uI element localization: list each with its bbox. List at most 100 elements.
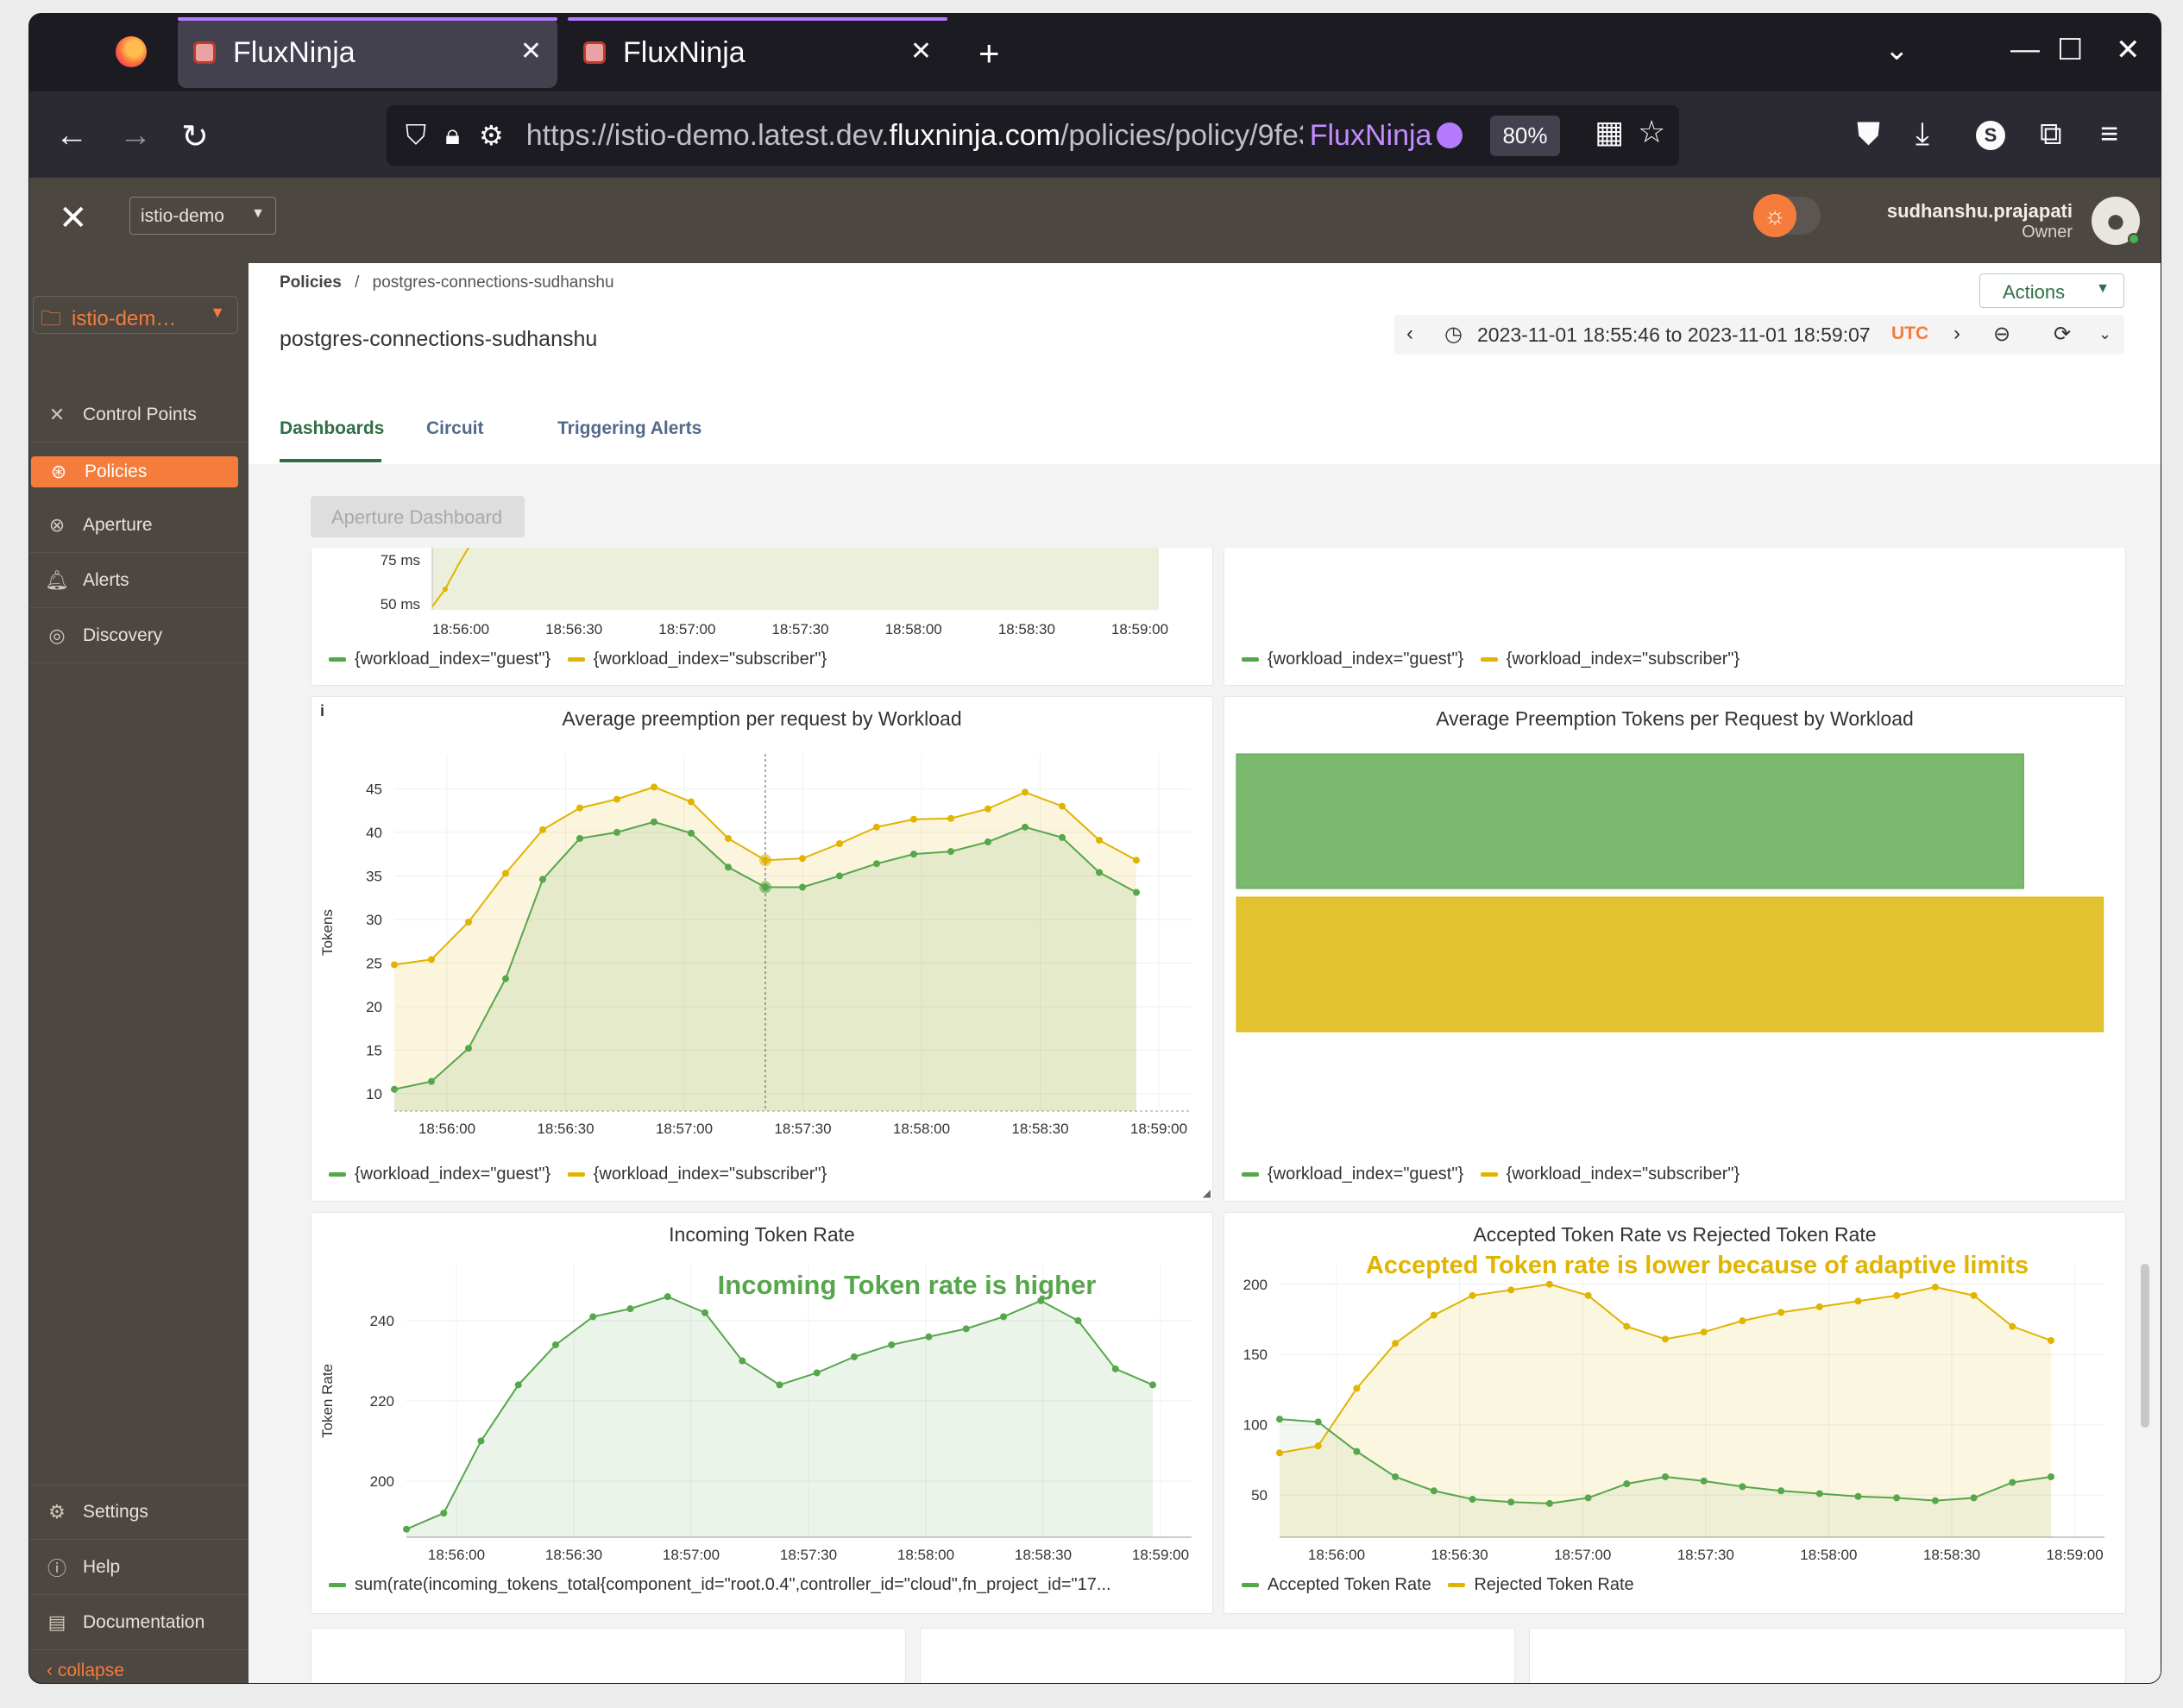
forward-icon[interactable]: → xyxy=(119,117,152,154)
x-tick-label: 18:56:00 xyxy=(432,621,489,637)
qr-code-icon[interactable]: ▦ xyxy=(1595,114,1625,149)
list-tabs-chevron-icon[interactable]: ⌄ xyxy=(1884,34,1909,66)
chevron-down-icon[interactable]: ⌄ xyxy=(1857,325,1871,342)
zoom-out-icon[interactable]: ⊖ xyxy=(1993,323,2011,346)
data-point xyxy=(539,826,546,833)
scrollbar[interactable] xyxy=(2141,1264,2149,1428)
legend-item[interactable]: Accepted Token Rate xyxy=(1268,1575,1431,1594)
tab-dashboards[interactable]: Dashboards xyxy=(280,418,385,438)
profile-icon[interactable]: S xyxy=(1976,121,2005,150)
resize-handle-icon[interactable]: ◢ xyxy=(1202,1187,1211,1199)
data-point xyxy=(1854,1492,1862,1500)
chart-legend: {workload_index="guest"} {workload_index… xyxy=(329,1165,827,1184)
browser-tab-1[interactable]: FluxNinja ✕ xyxy=(178,17,557,88)
close-tab-icon[interactable]: ✕ xyxy=(519,37,542,66)
site-badge[interactable]: FluxNinja xyxy=(1309,118,1432,152)
lock-icon[interactable]: 🔒︎ xyxy=(445,119,461,150)
back-icon[interactable]: ← xyxy=(55,117,88,154)
data-point xyxy=(651,818,657,826)
permissions-icon[interactable]: ⚙ xyxy=(479,120,504,151)
bookmark-star-icon[interactable]: ☆ xyxy=(1638,114,1666,149)
sidebar-item-documentation[interactable]: ▤ Documentation xyxy=(29,1595,248,1650)
legend-item[interactable]: {workload_index="guest"} xyxy=(1268,1165,1464,1184)
sidebar-item-control-points[interactable]: ✕ Control Points xyxy=(29,387,248,443)
actions-button[interactable]: Actions ▼ xyxy=(1979,273,2124,308)
data-point xyxy=(1469,1496,1476,1504)
new-tab-icon[interactable]: + xyxy=(978,33,1000,73)
chart-incoming-token-rate[interactable]: 200 220 240 18:56:00 18:56:30 18:57:00 18:57:3… xyxy=(311,1213,1214,1567)
time-range-text[interactable]: 2023-11-01 18:55:46 to 2023-11-01 18:59:… xyxy=(1477,323,1871,346)
legend-item[interactable]: {workload_index="guest"} xyxy=(355,650,551,669)
avatar[interactable]: ● xyxy=(2092,197,2140,245)
legend-item[interactable]: Rejected Token Rate xyxy=(1474,1575,1634,1594)
sidebar-item-alerts[interactable]: 🔔︎ Alerts xyxy=(29,553,248,608)
data-point xyxy=(576,834,583,842)
legend-item[interactable]: {workload_index="subscriber"} xyxy=(593,1165,827,1184)
timezone-label[interactable]: UTC xyxy=(1891,323,1929,343)
chart-avg-preemption[interactable]: 10 15 20 25 30 35 40 45 18:56:00 18:56:30 18:57:00… xyxy=(311,697,1214,1146)
pocket-icon[interactable]: ⛊ xyxy=(1857,116,1881,151)
minimize-icon[interactable]: — xyxy=(2010,33,2040,66)
close-window-icon[interactable]: ✕ xyxy=(2116,34,2141,66)
data-point xyxy=(613,828,620,836)
data-point xyxy=(701,1309,708,1316)
sidebar-item-help[interactable]: ⓘ Help xyxy=(29,1540,248,1595)
tab-strip: FluxNinja ✕ FluxNinja ✕ + ⌄ — ☐ ✕ xyxy=(29,14,2161,91)
sidebar-item-settings[interactable]: ⚙ Settings xyxy=(29,1485,248,1540)
close-icon[interactable]: ✕ xyxy=(59,199,88,237)
reload-icon[interactable]: ↻ xyxy=(181,119,209,155)
org-select[interactable]: istio-demo ▼ xyxy=(129,197,276,235)
data-point xyxy=(465,918,472,926)
url-text[interactable]: https://istio-demo.latest.dev.fluxninja.… xyxy=(525,118,1303,152)
sidebar-item-discovery[interactable]: ◎ Discovery xyxy=(29,608,248,663)
collapse-sidebar-button[interactable]: ‹ collapse xyxy=(47,1661,124,1681)
data-point xyxy=(1000,1313,1007,1321)
panel-accepted-vs-rejected: Accepted Token Rate vs Rejected Token Ra… xyxy=(1224,1212,2126,1614)
chart-avg-preemption-tokens[interactable] xyxy=(1224,697,2127,1146)
sidebar-item-policies[interactable]: ⊛ Policies xyxy=(31,456,238,487)
breadcrumb-policies-link[interactable]: Policies xyxy=(280,273,342,292)
sidebar-item-label: Discovery xyxy=(83,625,163,645)
legend-item[interactable]: {workload_index="guest"} xyxy=(355,1165,551,1184)
chevron-right-icon[interactable]: › xyxy=(1953,322,1960,345)
tab-circuit[interactable]: Circuit xyxy=(426,418,484,438)
menu-icon[interactable]: ≡ xyxy=(2100,116,2119,151)
browser-tab-2[interactable]: FluxNinja ✕ xyxy=(568,17,947,88)
legend-item[interactable]: {workload_index="guest"} xyxy=(1268,650,1464,669)
data-point xyxy=(552,1341,559,1348)
data-point xyxy=(1854,1297,1862,1305)
download-icon[interactable]: ⤓ xyxy=(1916,116,1929,151)
data-point xyxy=(1777,1487,1785,1495)
tab-triggering-alerts[interactable]: Triggering Alerts xyxy=(557,418,702,438)
sidebar-item-aperture[interactable]: ⊗ Aperture xyxy=(29,498,248,553)
shield-icon[interactable]: ⛉ xyxy=(406,119,427,150)
time-range-picker: ‹ ◷ 2023-11-01 18:55:46 to 2023-11-01 18… xyxy=(1394,315,2124,355)
aperture-dashboard-button[interactable]: Aperture Dashboard xyxy=(311,496,525,537)
chevron-left-icon[interactable]: ‹ xyxy=(1406,322,1413,345)
maximize-icon[interactable]: ☐ xyxy=(2057,34,2084,66)
refresh-icon[interactable]: ⟳ xyxy=(2054,323,2072,346)
refresh-options-chevron-icon[interactable]: ⌄ xyxy=(2098,325,2112,342)
y-axis-label: Token Rate xyxy=(319,1364,336,1438)
data-point xyxy=(1893,1291,1901,1299)
data-point xyxy=(799,883,806,891)
url-bar[interactable]: ⛉ 🔒︎ ⚙ https://istio-demo.latest.dev.flu… xyxy=(387,105,1679,166)
data-point xyxy=(1133,889,1140,896)
zoom-level[interactable]: 80% xyxy=(1490,115,1560,156)
legend-item[interactable]: sum(rate(incoming_tokens_total{component… xyxy=(355,1575,1111,1594)
legend-item[interactable]: {workload_index="subscriber"} xyxy=(1506,1165,1740,1184)
theme-toggle[interactable]: ☼ xyxy=(1753,194,1821,237)
panel-partial xyxy=(311,1628,906,1683)
extensions-icon[interactable]: ⧉ xyxy=(2040,116,2062,151)
data-point xyxy=(1545,1499,1553,1507)
info-icon[interactable]: i xyxy=(320,702,325,719)
chart-accepted-vs-rejected[interactable]: 50 100 150 200 18:56:00 18:56:30 18:57:00 18:57… xyxy=(1224,1213,2127,1567)
close-tab-icon[interactable]: ✕ xyxy=(909,37,932,66)
legend-item[interactable]: {workload_index="subscriber"} xyxy=(593,650,827,669)
data-point xyxy=(651,783,657,791)
project-select[interactable]: 🗀︎ istio-dem… ▼ xyxy=(33,296,238,334)
firefox-logo-icon[interactable] xyxy=(116,36,147,67)
panel-avg-preemption: i Average preemption per request by Work… xyxy=(311,696,1213,1202)
extension-dot-icon[interactable] xyxy=(1437,122,1463,148)
legend-item[interactable]: {workload_index="subscriber"} xyxy=(1506,650,1740,669)
